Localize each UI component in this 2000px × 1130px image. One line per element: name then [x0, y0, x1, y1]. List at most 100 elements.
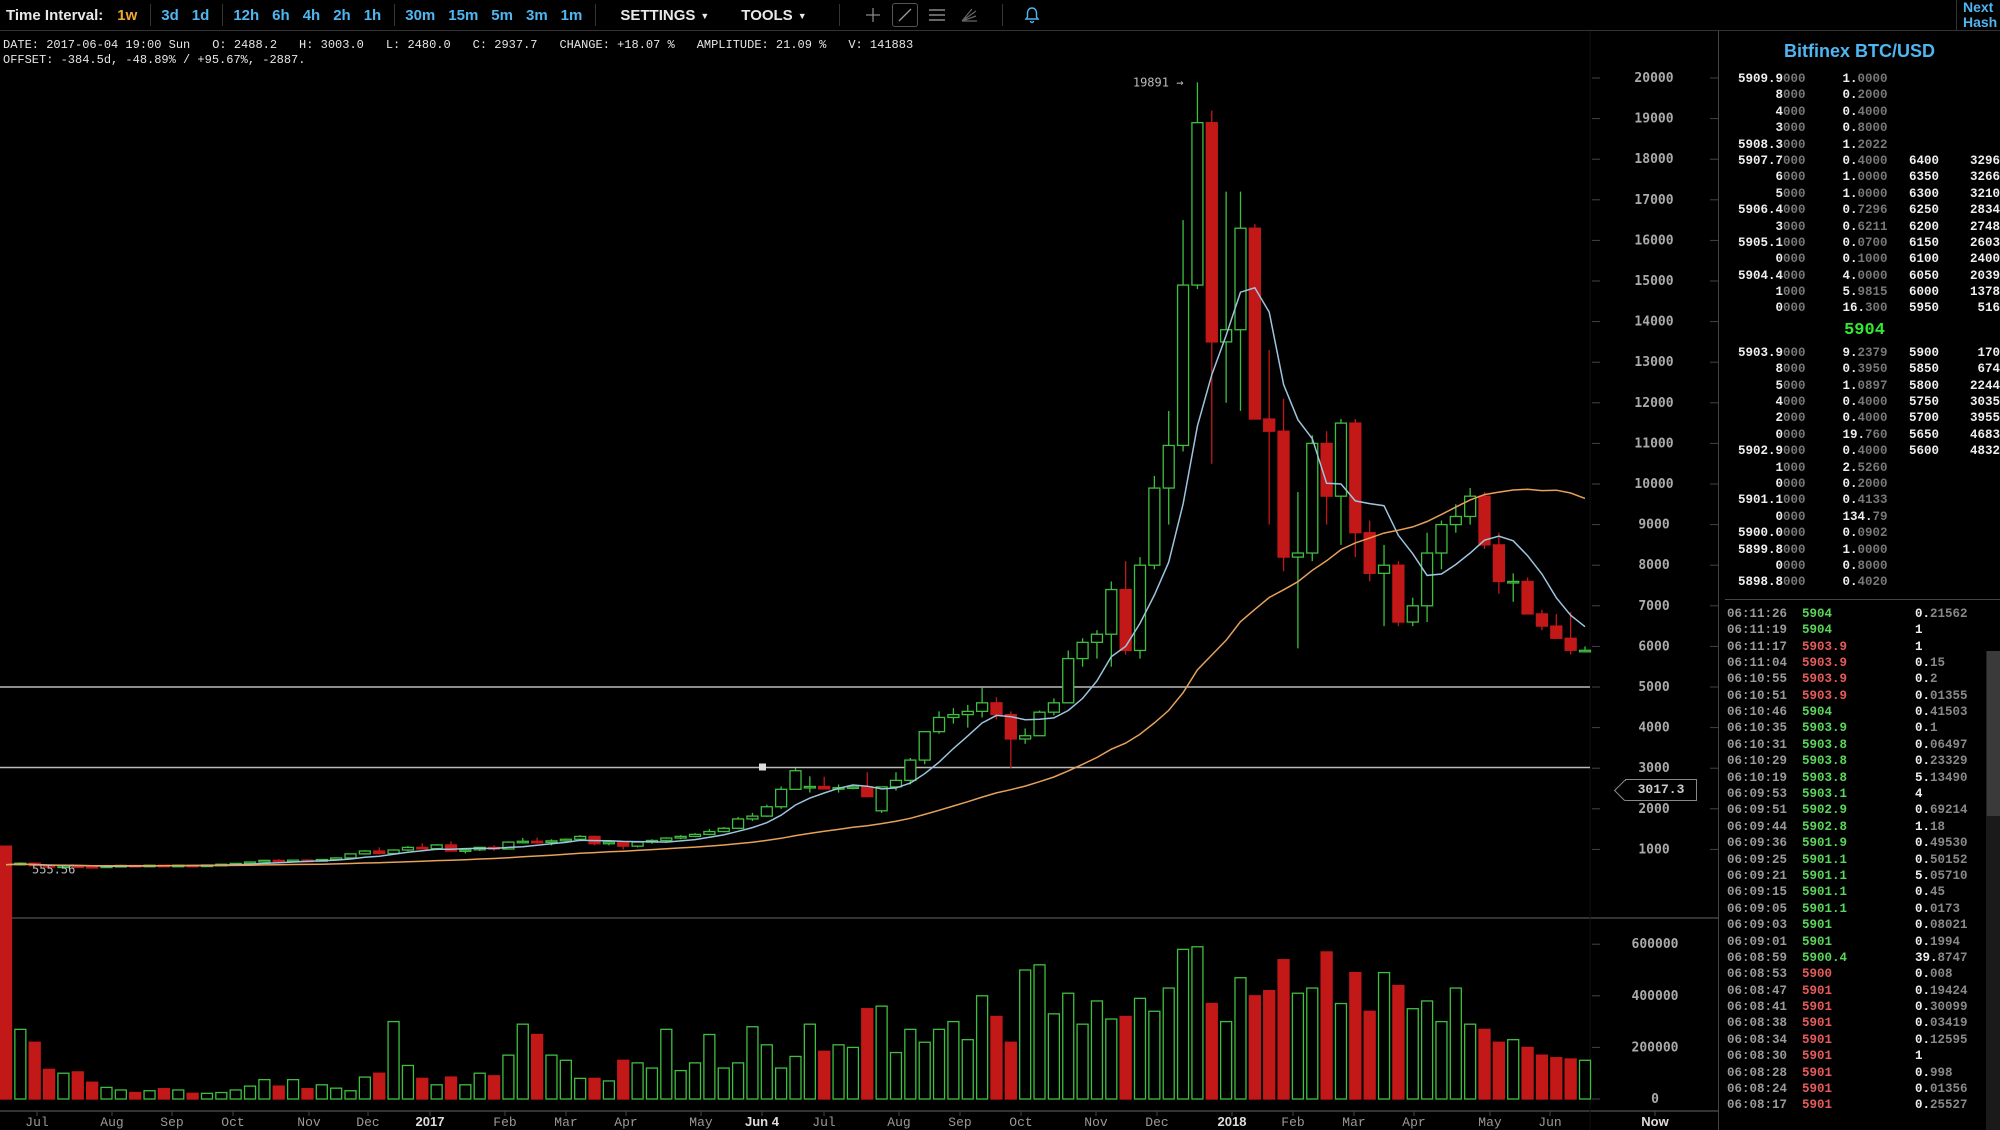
candle[interactable]: [774, 786, 788, 809]
candle[interactable]: [1133, 557, 1147, 659]
candle[interactable]: [789, 768, 802, 790]
candle[interactable]: [1435, 520, 1448, 570]
candle[interactable]: [1277, 398, 1290, 572]
candle[interactable]: [818, 776, 831, 790]
candle[interactable]: [1420, 532, 1434, 623]
candle[interactable]: [1564, 611, 1577, 655]
orderbook-row[interactable]: 0000 19.760 5650 4683: [1719, 427, 2000, 443]
candle[interactable]: [1119, 561, 1132, 655]
candle[interactable]: [373, 847, 386, 855]
orderbook-row[interactable]: 3000 0.8000: [1719, 120, 2000, 136]
candle[interactable]: [387, 849, 400, 855]
candle[interactable]: [1349, 419, 1362, 558]
candle[interactable]: [1377, 544, 1391, 627]
candle[interactable]: [1291, 492, 1305, 649]
candle[interactable]: [731, 816, 745, 830]
interval-6h[interactable]: 6h: [272, 6, 290, 24]
interval-30m[interactable]: 30m: [405, 6, 436, 24]
trendline-tool-button[interactable]: [891, 3, 918, 27]
alert-button[interactable]: [1019, 3, 1045, 27]
orderbook-row[interactable]: 5901.1000 0.4133: [1719, 492, 2000, 508]
orderbook-row[interactable]: 5909.9000 1.0000: [1719, 71, 2000, 87]
orderbook-row[interactable]: 5904.4000 4.0000 6050 2039: [1719, 268, 2000, 284]
orderbook-row[interactable]: 1000 5.9815 6000 1378: [1719, 284, 2000, 300]
candle[interactable]: [932, 711, 946, 734]
candle[interactable]: [1234, 191, 1247, 411]
interval-3m[interactable]: 3m: [525, 6, 548, 24]
orderbook-row[interactable]: 5906.4000 0.7296 6250 2834: [1719, 202, 2000, 218]
candle[interactable]: [1464, 488, 1477, 525]
candlestick-chart[interactable]: 1000 2000 3000 4000 5000 6000 7000 8000 9000 1000…: [0, 31, 1718, 1130]
candle[interactable]: [1535, 609, 1549, 631]
candle[interactable]: [1363, 520, 1376, 582]
interval-1w[interactable]: 1w: [117, 6, 138, 24]
candle[interactable]: [1148, 475, 1161, 570]
interval-4h[interactable]: 4h: [302, 6, 321, 24]
settings-menu-button[interactable]: SETTINGS ▼: [620, 7, 709, 24]
interval-5m[interactable]: 5m: [491, 6, 513, 24]
crosshair-tool-button[interactable]: [860, 3, 886, 27]
orderbook-row[interactable]: 4000 0.4000 5750 3035: [1719, 394, 2000, 410]
orderbook-row[interactable]: 4000 0.4000: [1719, 104, 2000, 120]
candle[interactable]: [1392, 561, 1405, 627]
candle[interactable]: [1550, 613, 1563, 639]
candle[interactable]: [975, 687, 989, 718]
orderbook-row[interactable]: 6000 1.0000 6350 3266: [1719, 169, 2000, 185]
candle[interactable]: [344, 853, 357, 859]
orderbook-row[interactable]: 5908.3000 1.2022: [1719, 137, 2000, 153]
candle[interactable]: [1334, 419, 1348, 545]
candle[interactable]: [459, 849, 472, 854]
orderbook-row[interactable]: 0000 0.2000: [1719, 476, 2000, 492]
candle[interactable]: [1162, 410, 1175, 525]
orderbook-row[interactable]: 0000 134.79: [1719, 509, 2000, 525]
candle[interactable]: [1004, 711, 1017, 769]
orderbook-row[interactable]: 0000 16.300 5950 516: [1719, 300, 2000, 316]
candle[interactable]: [1320, 431, 1333, 525]
interval-1h[interactable]: 1h: [363, 6, 382, 24]
orderbook-row[interactable]: 5000 1.0000 6300 3210: [1719, 186, 2000, 202]
interval-1m[interactable]: 1m: [560, 6, 583, 24]
candle[interactable]: [1263, 350, 1276, 525]
corner-menu[interactable]: Next Hash: [1956, 0, 2000, 31]
candle[interactable]: [1306, 435, 1319, 562]
candle[interactable]: [1219, 191, 1233, 403]
orderbook-row[interactable]: 8000 0.2000: [1719, 87, 2000, 103]
candle[interactable]: [703, 829, 716, 836]
orderbook-row[interactable]: 5900.0000 0.0902: [1719, 525, 2000, 541]
candle[interactable]: [358, 850, 372, 855]
candle[interactable]: [516, 838, 529, 844]
orderbook-row[interactable]: 5902.9000 0.4000 5600 4832: [1719, 443, 2000, 459]
interval-15m[interactable]: 15m: [448, 6, 479, 24]
candle[interactable]: [258, 859, 271, 863]
orderbook-row[interactable]: 5905.1000 0.0700 6150 2603: [1719, 235, 2000, 251]
candle[interactable]: [602, 841, 616, 846]
orderbook-row[interactable]: 5898.8000 0.4020: [1719, 574, 2000, 590]
orderbook-row[interactable]: 5907.7000 0.4000 6400 3296: [1719, 153, 2000, 169]
candle[interactable]: [1492, 532, 1506, 594]
candle[interactable]: [1019, 728, 1032, 744]
candle[interactable]: [1047, 698, 1061, 716]
candle[interactable]: [1507, 573, 1520, 602]
candle[interactable]: [617, 841, 630, 850]
candle[interactable]: [272, 859, 285, 863]
candle[interactable]: [961, 704, 974, 728]
fan-tool-button[interactable]: [956, 3, 982, 27]
candle[interactable]: [947, 708, 960, 724]
orderbook-row[interactable]: 5000 1.0897 5800 2244: [1719, 378, 2000, 394]
candle[interactable]: [760, 804, 773, 817]
candle[interactable]: [530, 837, 544, 844]
candle[interactable]: [660, 837, 673, 843]
orderbook-row[interactable]: 2000 0.4000 5700 3955: [1719, 410, 2000, 426]
interval-1d[interactable]: 1d: [191, 6, 210, 24]
candle[interactable]: [1578, 646, 1592, 653]
orderbook-row[interactable]: 5903.9000 9.2379 5900 170: [1719, 345, 2000, 361]
candle[interactable]: [1248, 224, 1261, 420]
orderbook-row[interactable]: 3000 0.6211 6200 2748: [1719, 219, 2000, 235]
orderbook-row[interactable]: 8000 0.3950 5850 674: [1719, 361, 2000, 377]
candle[interactable]: [1105, 581, 1118, 667]
candle[interactable]: [559, 838, 572, 843]
interval-3d[interactable]: 3d: [161, 6, 179, 24]
candle[interactable]: [243, 861, 257, 865]
candle[interactable]: [717, 827, 730, 833]
tools-menu-button[interactable]: TOOLS ▼: [741, 7, 806, 24]
